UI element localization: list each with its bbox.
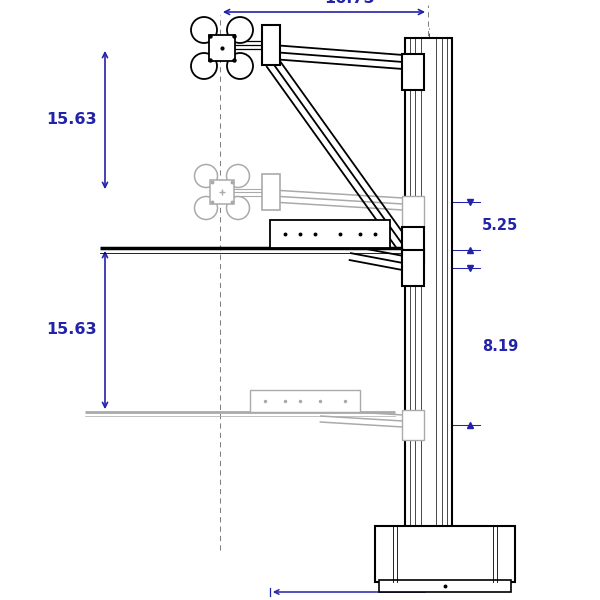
- Circle shape: [227, 196, 250, 220]
- Bar: [402, 410, 424, 440]
- Bar: [402, 227, 424, 263]
- Circle shape: [194, 164, 218, 187]
- Circle shape: [194, 196, 218, 220]
- Bar: [402, 196, 424, 228]
- Bar: [250, 390, 360, 412]
- Text: 15.63: 15.63: [46, 113, 97, 127]
- Bar: [402, 54, 424, 90]
- Bar: [405, 38, 452, 528]
- Circle shape: [191, 17, 217, 43]
- Bar: [379, 580, 511, 592]
- Text: 8.19: 8.19: [482, 339, 518, 354]
- Text: 15.63: 15.63: [46, 323, 97, 337]
- Bar: [262, 25, 280, 65]
- Circle shape: [227, 17, 253, 43]
- Bar: [209, 35, 235, 61]
- Circle shape: [191, 53, 217, 79]
- Text: 5-10: 5-10: [427, 545, 463, 559]
- Bar: [210, 180, 234, 204]
- Circle shape: [227, 53, 253, 79]
- Bar: [402, 250, 424, 286]
- Text: 5.25: 5.25: [482, 218, 518, 233]
- Bar: [262, 174, 280, 210]
- Bar: [375, 526, 515, 582]
- Text: 16.75: 16.75: [323, 0, 374, 6]
- Circle shape: [227, 164, 250, 187]
- Bar: [270, 220, 390, 248]
